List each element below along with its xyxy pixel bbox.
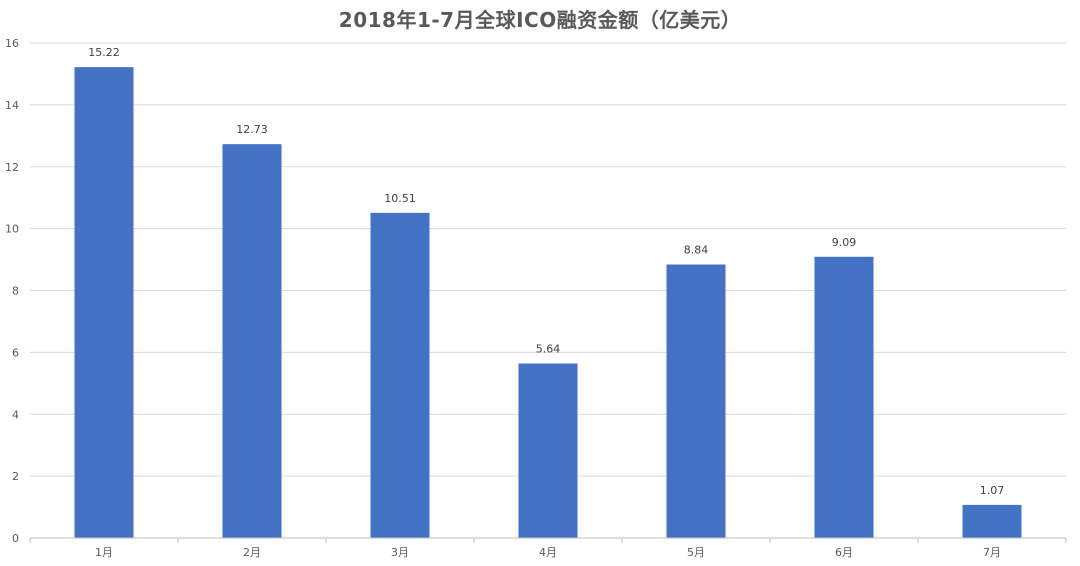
data-label: 10.51 bbox=[384, 192, 416, 205]
y-tick-label: 14 bbox=[5, 99, 19, 112]
bar bbox=[518, 363, 578, 538]
y-tick-label: 0 bbox=[12, 532, 19, 545]
data-label: 9.09 bbox=[832, 236, 857, 249]
y-tick-label: 4 bbox=[12, 408, 19, 421]
data-labels: 15.22 12.73 10.51 5.64 8.84 9.09 1.07 bbox=[88, 46, 1004, 497]
y-tick-label: 8 bbox=[12, 285, 19, 298]
bar bbox=[74, 67, 134, 538]
x-tick-label: 7月 bbox=[983, 546, 1001, 559]
data-label: 5.64 bbox=[536, 343, 561, 356]
x-tick-label: 5月 bbox=[687, 546, 705, 559]
axes: 0 2 4 6 8 10 12 14 16 1月 2月 3月 4月 5月 6月 7月 bbox=[5, 37, 1067, 559]
bar bbox=[222, 144, 282, 538]
x-tick-label: 2月 bbox=[243, 546, 261, 559]
y-tick-label: 6 bbox=[12, 346, 19, 359]
bar bbox=[814, 256, 874, 538]
x-tick-label: 1月 bbox=[95, 546, 113, 559]
bars bbox=[74, 67, 1022, 539]
y-tick-label: 16 bbox=[5, 37, 19, 50]
y-tick-label: 12 bbox=[5, 161, 19, 174]
x-tick-label: 6月 bbox=[835, 546, 853, 559]
data-label: 8.84 bbox=[684, 244, 709, 257]
x-tick-label: 4月 bbox=[539, 546, 557, 559]
bar bbox=[370, 212, 430, 539]
data-label: 12.73 bbox=[236, 123, 268, 136]
data-label: 15.22 bbox=[88, 46, 120, 59]
y-tick-label: 10 bbox=[5, 223, 19, 236]
y-tick-label: 2 bbox=[12, 470, 19, 483]
bar bbox=[962, 504, 1022, 538]
bar bbox=[666, 264, 726, 538]
x-tick-label: 3月 bbox=[391, 546, 409, 559]
chart-title: 2018年1-7月全球ICO融资金额（亿美元） bbox=[338, 8, 742, 32]
data-label: 1.07 bbox=[980, 484, 1005, 497]
